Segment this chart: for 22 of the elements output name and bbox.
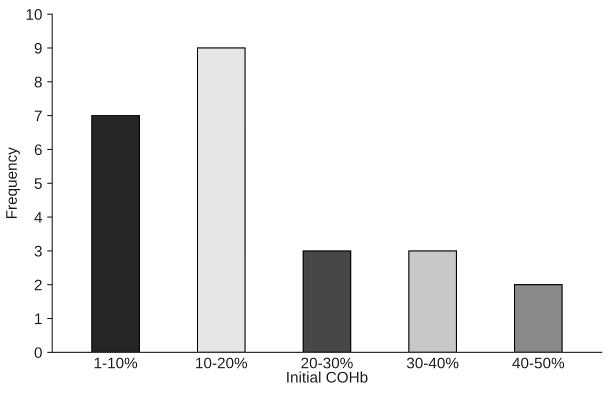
y-tick-label: 5 [34,178,42,189]
y-tick-label: 2 [34,280,42,290]
y-tick-label: 3 [34,246,42,257]
y-tick-label: 7 [34,110,42,122]
y-tick-label: 4 [34,212,42,223]
y-tick-label: 6 [34,144,42,156]
y-tick-label: 9 [34,42,42,54]
x-tick-label: 40-50% [512,358,564,368]
x-axis-title: Initial COHb [287,371,368,383]
bar [302,250,352,352]
x-tick-label: 10-20% [196,358,248,368]
bar [196,47,246,352]
x-tick-label: 1-10% [94,358,138,368]
x-tick-label: 20-30% [301,358,353,368]
bar [514,284,563,352]
y-tick-label: 1 [35,314,42,324]
y-tick-label: 8 [34,76,42,88]
bar [408,250,457,352]
y-axis-title: Frequency [6,147,20,218]
x-tick-label: 30-40% [406,358,458,368]
y-tick-label: 10 [26,9,42,20]
y-tick-label: 0 [34,347,42,358]
